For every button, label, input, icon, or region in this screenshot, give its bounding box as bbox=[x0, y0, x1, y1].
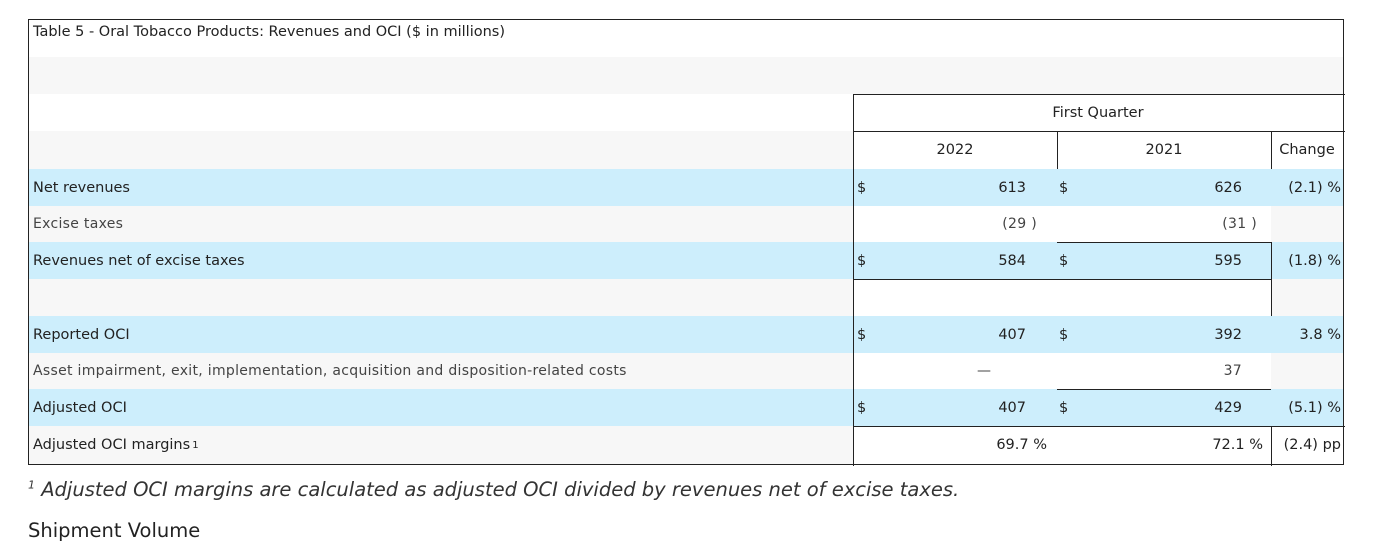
footnote: 1 Adjusted OCI margins are calculated as… bbox=[28, 478, 959, 501]
value-2022: 407 bbox=[998, 399, 1026, 416]
value-2022: 613 bbox=[998, 179, 1026, 196]
year-header-row: 2022 2021 Change bbox=[29, 131, 1343, 169]
table-row: Net revenues $ 613 $ 626 (2.1) % bbox=[29, 169, 1343, 206]
spacer-cell bbox=[1037, 206, 1057, 242]
row-label: Asset impairment, exit, implementation, … bbox=[33, 363, 627, 379]
value-change: (5.1) % bbox=[1288, 399, 1341, 416]
footnote-text: Adjusted OCI margins are calculated as a… bbox=[41, 478, 960, 501]
dollar-sign: $ bbox=[857, 179, 867, 196]
value-2021: 595 bbox=[1214, 252, 1242, 269]
grid-line bbox=[853, 131, 1345, 132]
value-2021: 392 bbox=[1214, 326, 1242, 343]
grid-line bbox=[1271, 242, 1272, 316]
value-2021: (31 ) bbox=[1057, 206, 1257, 242]
spacer-row bbox=[29, 279, 1343, 316]
dollar-sign: $ bbox=[1059, 326, 1069, 343]
section-heading: Shipment Volume bbox=[28, 519, 201, 542]
table-row: Asset impairment, exit, implementation, … bbox=[29, 353, 1343, 389]
period-header-row: First Quarter bbox=[29, 94, 1343, 131]
spacer-row bbox=[29, 57, 1343, 94]
col-header-2021: 2021 bbox=[1057, 131, 1271, 169]
table-row: Adjusted OCI $ 407 $ 429 (5.1) % bbox=[29, 389, 1343, 426]
grid-line bbox=[1271, 426, 1272, 466]
table-row: Revenues net of excise taxes $ 584 $ 595… bbox=[29, 242, 1343, 279]
row-label: Adjusted OCI margins 1 bbox=[33, 437, 199, 453]
value-change: 3.8 % bbox=[1299, 326, 1341, 343]
footnote-marker: 1 bbox=[28, 478, 35, 492]
col-header-change: Change bbox=[1271, 131, 1343, 169]
oci-table: Table 5 - Oral Tobacco Products: Revenue… bbox=[28, 19, 1345, 466]
grid-line bbox=[1057, 242, 1271, 243]
value-2021: 37 bbox=[1057, 353, 1242, 389]
dollar-sign: $ bbox=[1059, 179, 1069, 196]
dollar-sign: $ bbox=[1059, 252, 1069, 269]
spacer-cell bbox=[1257, 206, 1271, 242]
dollar-sign: $ bbox=[857, 399, 867, 416]
grid-line bbox=[853, 94, 1345, 95]
table-row: Excise taxes (29 ) (31 ) bbox=[29, 206, 1343, 242]
value-change: (2.4) pp bbox=[1271, 426, 1343, 464]
value-2022: 584 bbox=[998, 252, 1026, 269]
footnote-marker: 1 bbox=[192, 439, 199, 451]
value-2021: 429 bbox=[1214, 399, 1242, 416]
table-row: Reported OCI $ 407 $ 392 3.8 % bbox=[29, 316, 1343, 353]
spacer-cell bbox=[853, 279, 1271, 316]
grid-line bbox=[1057, 389, 1271, 390]
value-2021: 626 bbox=[1214, 179, 1242, 196]
row-label: Excise taxes bbox=[33, 216, 124, 232]
value-2022: (29 ) bbox=[853, 206, 1037, 242]
grid-line bbox=[853, 279, 1271, 280]
table-title-row: Table 5 - Oral Tobacco Products: Revenue… bbox=[29, 20, 1343, 57]
value-2021: 72.1 % bbox=[1057, 426, 1271, 464]
row-label: Net revenues bbox=[33, 179, 130, 196]
table-row: Adjusted OCI margins 1 69.7 % 72.1 % (2.4… bbox=[29, 426, 1343, 464]
value-2022: 407 bbox=[998, 326, 1026, 343]
value-change: (2.1) % bbox=[1288, 179, 1341, 196]
value-2022: — bbox=[853, 353, 1057, 389]
dollar-sign: $ bbox=[1059, 399, 1069, 416]
value-change: (1.8) % bbox=[1288, 252, 1341, 269]
grid-line bbox=[1271, 131, 1272, 169]
dollar-sign: $ bbox=[857, 252, 867, 269]
row-label: Adjusted OCI bbox=[33, 399, 127, 416]
grid-line bbox=[1057, 131, 1058, 169]
value-2022: 69.7 % bbox=[853, 426, 1057, 464]
table-title: Table 5 - Oral Tobacco Products: Revenue… bbox=[33, 24, 506, 40]
grid-line bbox=[853, 94, 854, 466]
spacer-cell bbox=[1242, 353, 1271, 389]
dollar-sign: $ bbox=[857, 326, 867, 343]
row-label: Reported OCI bbox=[33, 326, 130, 343]
row-label: Revenues net of excise taxes bbox=[33, 252, 245, 269]
period-header: First Quarter bbox=[1052, 104, 1144, 121]
grid-line bbox=[853, 426, 1345, 427]
col-header-2022: 2022 bbox=[853, 131, 1057, 169]
